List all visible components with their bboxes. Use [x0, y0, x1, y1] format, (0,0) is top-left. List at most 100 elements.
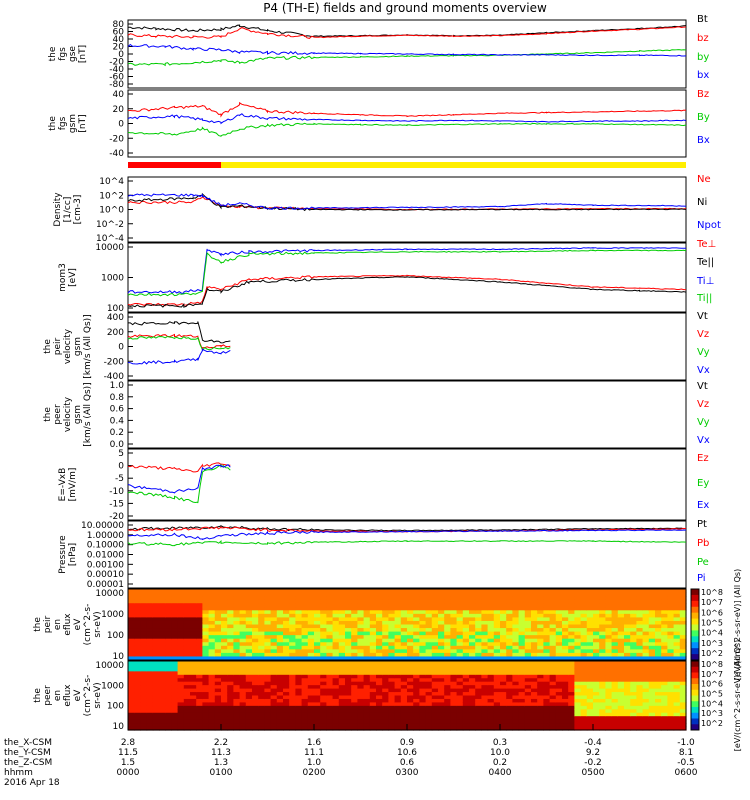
- spec-cell-peir_spec: [165, 645, 172, 650]
- spec-cell-peir_spec: [568, 589, 575, 594]
- spec-cell-peir_spec: [221, 656, 228, 661]
- spec-cell-peir_spec: [128, 631, 135, 636]
- spec-cell-peir_spec: [469, 620, 476, 626]
- ylabel-peir_vel-4: [km/s (All Qs)]: [83, 314, 93, 378]
- spec-cell-peer_spec: [289, 681, 296, 686]
- spec-cell-peer_spec: [655, 688, 662, 693]
- spec-cell-peir_spec: [425, 631, 433, 636]
- spec-cell-peir_spec: [177, 599, 185, 604]
- colorbar-tick-peir_spec-6: 10^2: [701, 649, 723, 658]
- spec-cell-peer_spec: [214, 692, 222, 697]
- spec-cell-peer_spec: [617, 678, 625, 683]
- spec-cell-peer_spec: [239, 664, 247, 669]
- ytick-peir_spec-1: 1000: [101, 610, 124, 620]
- spec-cell-peer_spec: [382, 695, 389, 700]
- xrow-value-0-1: 2.2: [214, 738, 228, 748]
- spec-cell-peer_spec: [202, 698, 210, 703]
- spec-cell-peir_spec: [617, 642, 625, 647]
- spec-cell-peir_spec: [493, 649, 501, 654]
- spec-cell-peir_spec: [438, 628, 445, 633]
- spec-cell-peir_spec: [655, 656, 662, 661]
- spec-cell-peer_spec: [599, 726, 606, 731]
- spec-cell-peir_spec: [419, 589, 427, 594]
- spec-cell-peer_spec: [369, 705, 377, 710]
- spec-cell-peer_spec: [549, 681, 557, 686]
- spec-cell-peir_spec: [134, 599, 141, 604]
- spec-cell-peir_spec: [338, 603, 346, 608]
- spec-cell-peir_spec: [146, 656, 154, 661]
- spec-cell-peer_spec: [369, 716, 377, 721]
- spec-cell-peer_spec: [444, 695, 451, 700]
- spec-cell-peer_spec: [475, 688, 482, 693]
- spec-cell-peir_spec: [214, 599, 222, 604]
- spec-cell-peer_spec: [593, 661, 600, 666]
- spec-cell-peir_spec: [314, 638, 321, 643]
- spec-cell-peer_spec: [165, 661, 172, 666]
- spec-cell-peir_spec: [506, 596, 513, 601]
- spec-cell-peir_spec: [171, 638, 179, 643]
- spec-cell-peer_spec: [152, 698, 160, 703]
- colorbar-cell-peir_spec: [691, 654, 699, 661]
- spec-cell-peer_spec: [376, 678, 383, 683]
- spec-cell-peir_spec: [419, 599, 427, 604]
- spec-cell-peir_spec: [369, 589, 377, 594]
- spec-cell-peir_spec: [239, 628, 247, 633]
- spec-cell-peir_spec: [537, 617, 544, 622]
- ytick-efield-5: -20: [109, 512, 124, 522]
- colorbar-cell-peer_spec: [691, 718, 699, 725]
- spec-cell-peir_spec: [456, 638, 464, 643]
- spec-cell-peer_spec: [648, 681, 656, 686]
- spec-cell-peir_spec: [183, 624, 191, 629]
- spec-cell-peer_spec: [196, 661, 203, 666]
- spec-cell-peir_spec: [177, 631, 185, 636]
- spec-cell-peir_spec: [593, 610, 600, 615]
- spec-cell-peir_spec: [351, 599, 358, 604]
- spec-cell-peer_spec: [196, 674, 203, 679]
- spec-cell-peer_spec: [190, 661, 197, 666]
- spec-cell-peer_spec: [549, 674, 557, 679]
- spec-cell-peir_spec: [332, 645, 340, 650]
- spec-cell-peer_spec: [289, 695, 296, 700]
- spec-cell-peir_spec: [568, 610, 575, 615]
- spec-cell-peir_spec: [264, 628, 272, 633]
- legend-peer_vel-2: Vy: [697, 417, 710, 428]
- spec-cell-peir_spec: [586, 638, 594, 643]
- spec-cell-peer_spec: [314, 719, 321, 724]
- spec-cell-peir_spec: [345, 649, 352, 654]
- spec-cell-peir_spec: [376, 652, 383, 658]
- spec-cell-peer_spec: [562, 705, 569, 710]
- colorbar-label-peer_spec: [eV/(cm^2-s-sr-eV)] (All Qs): [733, 640, 742, 751]
- spec-cell-peir_spec: [673, 652, 681, 658]
- spec-cell-peir_spec: [171, 656, 179, 661]
- spec-cell-peir_spec: [549, 613, 557, 618]
- spec-cell-peer_spec: [165, 695, 172, 700]
- ylabel-pressure-1: [nPa]: [68, 543, 78, 566]
- spec-cell-peer_spec: [624, 674, 631, 679]
- spec-cell-peer_spec: [593, 692, 600, 697]
- spec-cell-peer_spec: [165, 723, 172, 728]
- xrow-label-3: hhmm: [4, 768, 33, 778]
- spec-cell-peir_spec: [444, 592, 451, 597]
- spec-cell-peer_spec: [165, 705, 172, 710]
- spec-cell-peer_spec: [128, 702, 135, 707]
- spec-cell-peir_spec: [673, 613, 681, 618]
- spec-cell-peer_spec: [574, 667, 582, 672]
- spec-cell-peir_spec: [326, 617, 334, 622]
- spec-cell-peer_spec: [152, 678, 160, 683]
- spec-cell-peir_spec: [134, 642, 141, 647]
- spec-cell-peer_spec: [332, 692, 340, 697]
- spec-cell-peir_spec: [152, 599, 160, 604]
- spec-cell-peer_spec: [128, 671, 135, 676]
- spec-cell-peir_spec: [152, 652, 160, 658]
- spec-cell-peir_spec: [202, 652, 210, 658]
- spec-cell-peir_spec: [159, 638, 166, 643]
- spec-cell-peir_spec: [301, 603, 309, 608]
- spec-cell-peir_spec: [512, 592, 520, 597]
- spec-cell-peir_spec: [425, 606, 433, 611]
- spec-cell-peer_spec: [679, 674, 687, 679]
- ylabel-peer_spec-0: the: [33, 688, 43, 703]
- spec-cell-peir_spec: [183, 631, 191, 636]
- spec-cell-peir_spec: [196, 631, 203, 636]
- spec-cell-peir_spec: [599, 596, 606, 601]
- spec-cell-peir_spec: [320, 617, 327, 622]
